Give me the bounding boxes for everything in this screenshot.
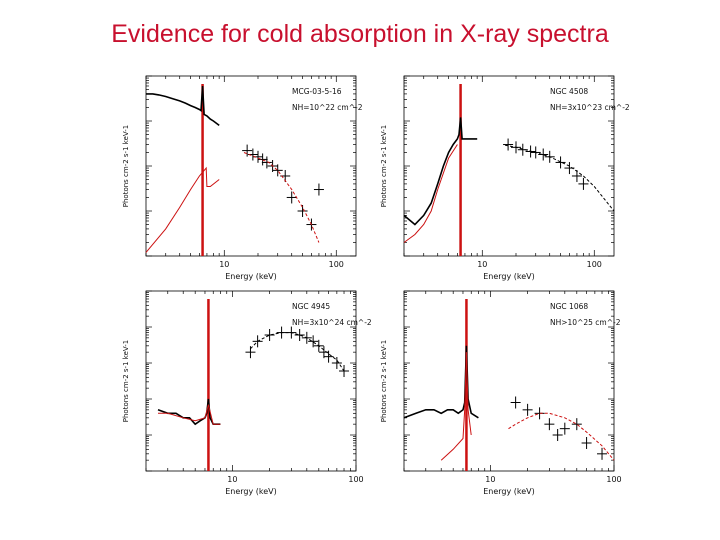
- panel-ngc-1068: 10 100 Energy (keV) Photons cm-2 s-1 keV-1 N…: [368, 285, 628, 505]
- model-curve: [508, 412, 615, 461]
- data-point: [261, 156, 272, 169]
- model-curve: [145, 166, 220, 253]
- panel-ngc-4507: 10 100 Energy (keV) Photons cm-2 s-1 keV-1 N…: [368, 70, 630, 290]
- x-tick-label: 10: [477, 260, 487, 269]
- spectrum-chart-mcg-03-5-16: 10 100 Energy (keV) Photons cm-2 s-1 keV-1 M…: [122, 75, 363, 281]
- model-curve: [250, 332, 345, 372]
- model-curve: [440, 352, 472, 461]
- x-tick-label: 100: [606, 475, 621, 484]
- data-point: [245, 346, 256, 359]
- source-label: NGC 4508: [550, 87, 588, 96]
- model-curve: [403, 144, 458, 243]
- data-point: [242, 144, 253, 157]
- data-point: [522, 403, 533, 416]
- data-point: [339, 364, 350, 377]
- plot-frame: [403, 290, 615, 472]
- data-point: [286, 191, 297, 204]
- source-label: NGC 4945: [292, 302, 330, 311]
- data-point: [552, 429, 563, 441]
- data-point: [534, 407, 545, 420]
- x-tick-label: 100: [587, 260, 602, 269]
- nh-label: NH=10^22 cm^-2: [292, 103, 363, 112]
- data-spectrum: [403, 117, 478, 226]
- data-point: [597, 447, 608, 460]
- data-point: [503, 138, 514, 151]
- data-point: [578, 177, 589, 190]
- y-axis-label: Photons cm-2 s-1 keV-1: [122, 340, 130, 422]
- data-point: [544, 418, 555, 431]
- data-point: [257, 153, 268, 166]
- model-curve: [243, 152, 320, 243]
- data-spectrum: [146, 85, 220, 127]
- model-curve: [158, 404, 221, 425]
- nh-label: NH=3x10^23 cm^-2: [550, 103, 630, 112]
- spectrum-chart-ngc-1068: 10 100 Energy (keV) Photons cm-2 s-1 keV-1 N…: [380, 290, 622, 496]
- x-axis-label: Energy (keV): [225, 272, 277, 281]
- data-point: [308, 335, 319, 348]
- y-axis-label: Photons cm-2 s-1 keV-1: [380, 125, 388, 207]
- nh-label: NH=3x10^24 cm^-2: [292, 318, 372, 327]
- data-point: [581, 436, 592, 449]
- data-point: [538, 148, 549, 161]
- panel-mcg-03-5-16: 10 100 Energy (keV) Photons cm-2 s-1 keV-1 M…: [110, 70, 370, 290]
- data-point: [571, 418, 582, 431]
- nh-label: NH>10^25 cm^-2: [550, 318, 621, 327]
- x-axis-label: Energy (keV): [225, 487, 277, 496]
- source-label: MCG-03-5-16: [292, 87, 342, 96]
- y-axis-label: Photons cm-2 s-1 keV-1: [380, 340, 388, 422]
- x-tick-label: 10: [485, 475, 495, 484]
- x-axis-label: Energy (keV): [483, 487, 535, 496]
- x-tick-label: 10: [219, 260, 229, 269]
- data-point: [272, 164, 283, 177]
- data-point: [555, 156, 566, 169]
- x-tick-label: 100: [348, 475, 363, 484]
- source-label: NGC 1068: [550, 302, 588, 311]
- spectrum-chart-ngc-4945: 10 100 Energy (keV) Photons cm-2 s-1 keV-1 N…: [122, 290, 372, 496]
- data-point: [559, 422, 570, 435]
- data-point: [294, 328, 305, 341]
- x-tick-label: 10: [227, 475, 237, 484]
- spectrum-chart-ngc-4507: 10 100 Energy (keV) Photons cm-2 s-1 keV-1 N…: [380, 75, 630, 281]
- slide-title: Evidence for cold absorption in X-ray sp…: [111, 20, 609, 48]
- data-spectrum: [157, 398, 221, 426]
- x-tick-label: 100: [329, 260, 344, 269]
- data-point: [331, 357, 342, 369]
- data-point: [510, 396, 521, 409]
- model-curve: [505, 144, 615, 212]
- plot-frame: [145, 290, 357, 472]
- x-axis-label: Energy (keV): [483, 272, 535, 281]
- y-axis-label: Photons cm-2 s-1 keV-1: [122, 125, 130, 207]
- data-point: [264, 328, 275, 341]
- data-point: [313, 183, 324, 196]
- panel-ngc-4945: 10 100 Energy (keV) Photons cm-2 s-1 keV-1 N…: [110, 285, 372, 505]
- data-point: [323, 350, 334, 363]
